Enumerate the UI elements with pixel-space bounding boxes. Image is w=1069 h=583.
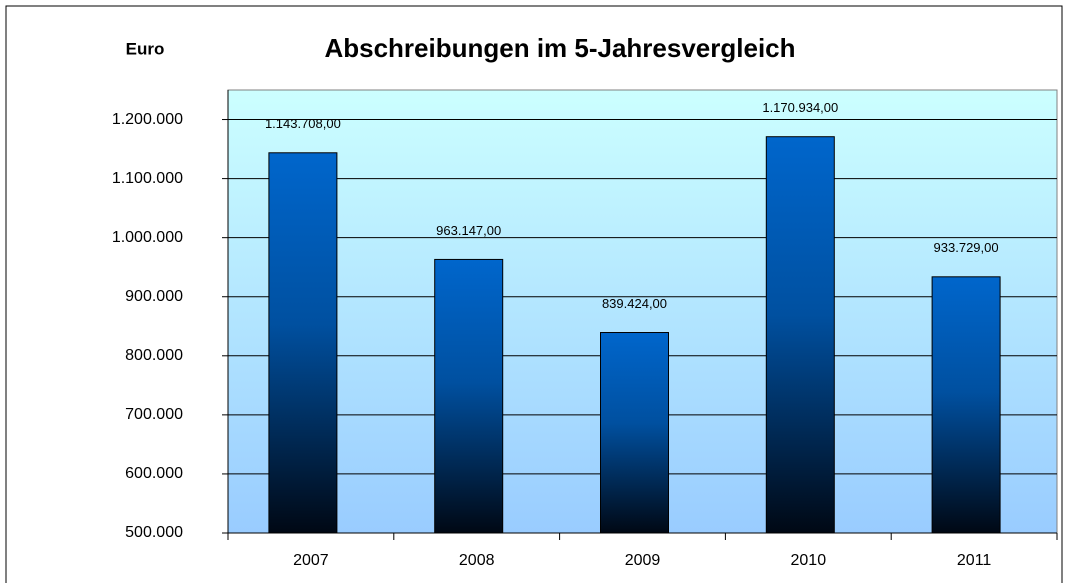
data-label: 839.424,00	[602, 296, 667, 311]
x-tick-label: 2008	[459, 552, 495, 569]
chart-title: Abschreibungen im 5-Jahresvergleich	[324, 33, 795, 63]
x-tick-label: 2007	[293, 552, 329, 569]
y-tick-label: 600.000	[125, 465, 183, 482]
x-tick-label: 2009	[625, 552, 661, 569]
y-tick-label: 1.100.000	[112, 170, 183, 187]
y-tick-label: 1.200.000	[112, 111, 183, 128]
bar	[434, 258, 504, 534]
bar	[765, 136, 835, 534]
bar	[268, 152, 338, 534]
data-label: 963.147,00	[436, 223, 501, 238]
y-tick-label: 500.000	[125, 524, 183, 541]
data-label: 1.170.934,00	[762, 100, 838, 115]
y-tick-label: 700.000	[125, 406, 183, 423]
data-label: 1.143.708,00	[265, 116, 341, 131]
bar	[931, 276, 1001, 534]
y-tick-label: 1.000.000	[112, 229, 183, 246]
data-label: 933.729,00	[934, 240, 999, 255]
y-axis-label: Euro	[126, 39, 165, 58]
y-tick-label: 800.000	[125, 347, 183, 364]
x-tick-label: 2010	[791, 552, 827, 569]
bar	[600, 332, 669, 534]
y-tick-label: 900.000	[125, 288, 183, 305]
x-tick-label: 2011	[957, 552, 992, 569]
